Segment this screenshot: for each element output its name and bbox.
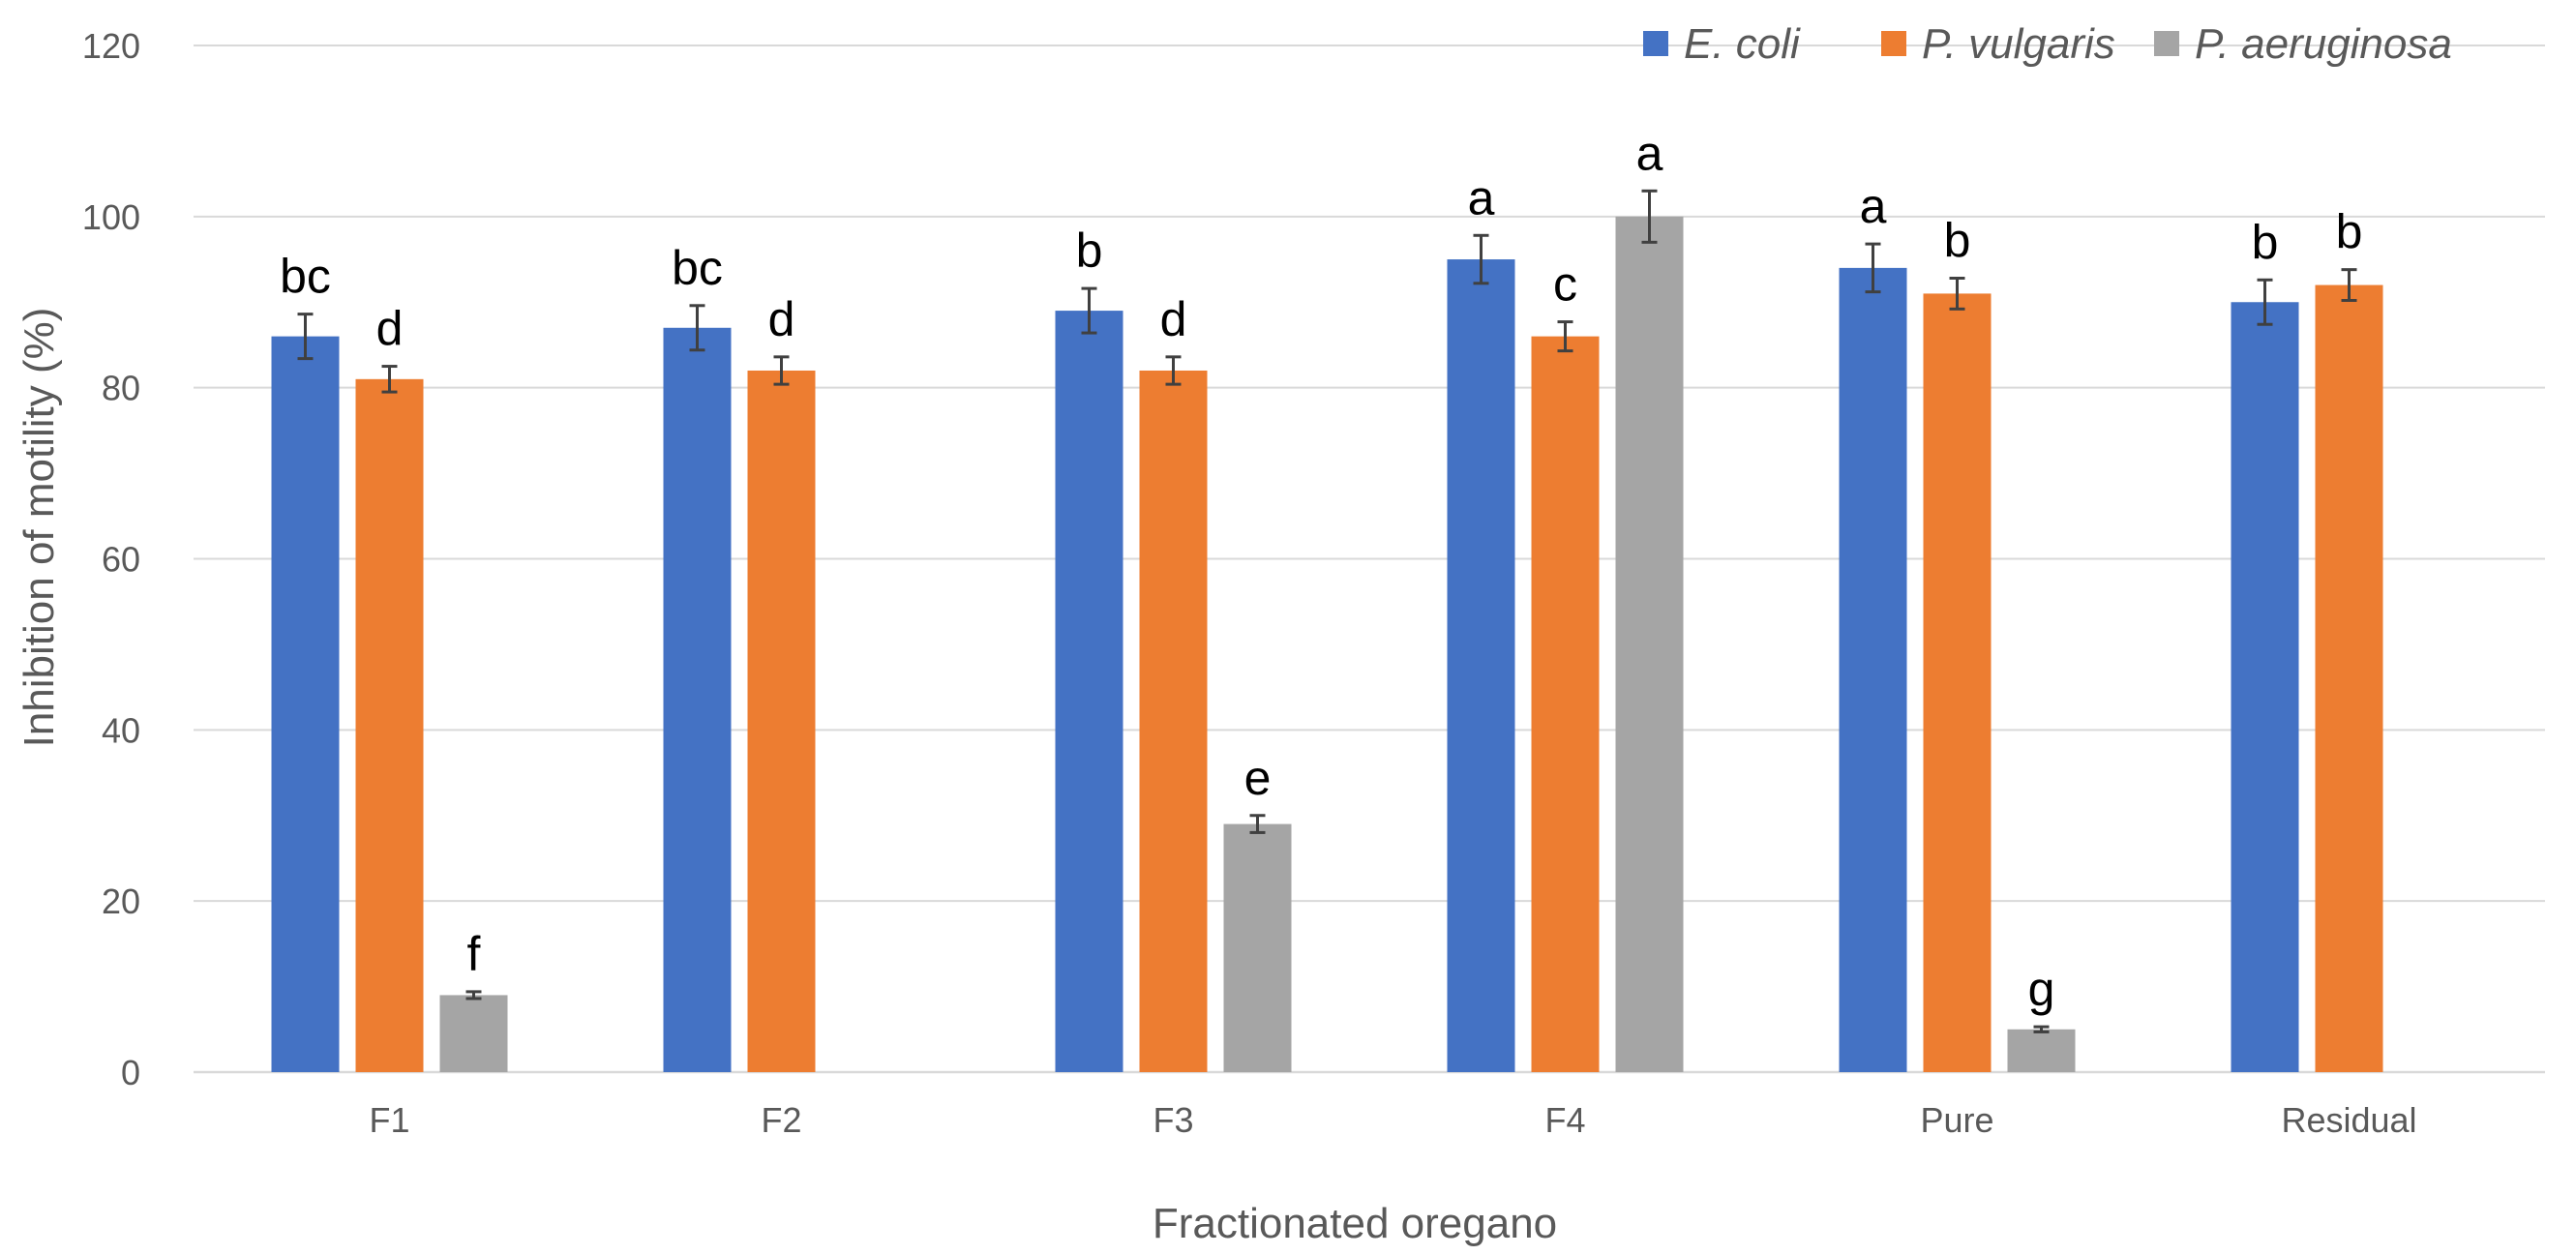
significance-label: a [1468,170,1495,224]
bar [2231,302,2299,1072]
significance-label: c [1553,257,1577,312]
significance-label: b [2336,205,2363,259]
legend-swatch [2154,31,2179,56]
significance-label: b [2252,215,2279,269]
y-axis-ticks: 0 20 40 60 80 100 120 [82,26,140,1092]
x-tick-label: F1 [369,1100,409,1140]
y-tick-label: 120 [82,26,140,66]
y-tick-label: 40 [102,710,140,750]
bar [355,378,424,1072]
y-tick-label: 0 [121,1053,140,1092]
x-tick-label: Residual [2281,1100,2416,1140]
significance-label: e [1244,751,1272,805]
bar [271,336,340,1072]
bar [1923,293,1992,1072]
legend-label: P. aeruginosa [2195,20,2452,68]
significance-label: g [2028,962,2055,1016]
bar [2007,1029,2076,1072]
significance-label: b [1944,213,1971,267]
bar [1447,259,1515,1073]
significance-label: d [768,292,795,346]
y-tick-label: 60 [102,540,140,580]
significance-label: f [467,927,481,981]
legend: E. coli P. vulgaris P. aeruginosa [1643,20,2452,68]
significance-label: d [376,302,404,356]
x-tick-label: F4 [1544,1100,1585,1140]
bar [747,370,816,1072]
x-tick-label: F2 [761,1100,801,1140]
significance-label: bc [672,241,723,295]
legend-swatch [1881,31,1906,56]
gridlines [194,45,2545,1074]
legend-label: P. vulgaris [1922,20,2115,68]
bars [271,216,2383,1073]
significance-label: a [1860,179,1887,233]
x-tick-label: Pure [1920,1100,1993,1140]
y-tick-label: 100 [82,197,140,237]
legend-label: E. coli [1684,20,1801,68]
bar [663,327,732,1072]
bar [2315,284,2383,1073]
bar [1139,370,1208,1072]
y-axis-title: Inhibition of motility (%) [15,308,63,748]
error-bars [297,189,2357,1033]
x-axis-title: Fractionated oregano [1153,1200,1557,1247]
y-tick-label: 20 [102,881,140,921]
significance-label: d [1160,292,1187,346]
bar [439,995,508,1072]
x-tick-label: F3 [1153,1100,1193,1140]
y-tick-label: 80 [102,369,140,408]
significance-label: b [1076,224,1103,278]
bar [1615,216,1684,1073]
bar [1223,823,1292,1072]
significance-label: a [1636,126,1663,180]
bar [1839,267,1907,1073]
x-axis-ticks: F1 F2 F3 F4 Pure Residual [369,1100,2416,1140]
bar [1055,311,1123,1072]
legend-swatch [1643,31,1668,56]
bar [1531,336,1600,1072]
significance-label: bc [280,250,331,304]
